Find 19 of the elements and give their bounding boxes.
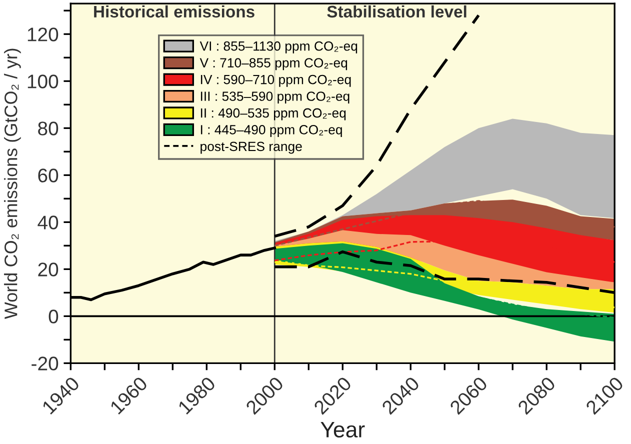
y-tick-label: 20 — [38, 262, 58, 276]
legend-label: I : 445–490 ppm CO₂-eq — [200, 125, 342, 137]
y-tick-label: 80 — [38, 122, 58, 136]
annotation: Stabilisation level — [327, 5, 466, 18]
legend-label: VI : 855–1130 ppm CO₂-eq — [200, 41, 358, 54]
legend-label: post-SRES range — [200, 142, 302, 154]
legend-label: III : 535–590 ppm CO₂-eq — [200, 92, 350, 104]
y-tick-label: 120 — [28, 28, 58, 42]
y-tick-label: 100 — [28, 74, 58, 88]
legend-label: IV : 590–710 ppm CO₂-eq — [200, 74, 351, 87]
y-tick-label: -20 — [32, 356, 58, 370]
y-tick-label: 60 — [38, 168, 58, 182]
y-tick-label: 40 — [38, 216, 58, 230]
y-axis-title: World CO₂ emissions (GtCO₂ / yr) — [4, 48, 21, 320]
x-axis-title: Year — [320, 422, 365, 438]
annotation: Historical emissions — [94, 5, 254, 18]
legend-label: II : 490–535 ppm CO₂-eq — [200, 108, 346, 120]
legend-label: V : 710–855 ppm CO₂-eq — [200, 58, 348, 70]
y-tick-label: 0 — [48, 310, 58, 324]
